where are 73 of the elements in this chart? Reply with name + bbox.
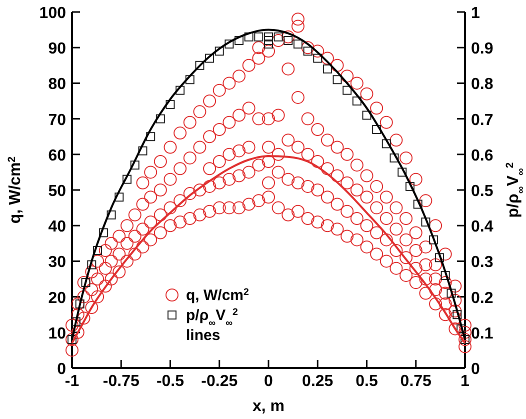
point <box>234 36 244 45</box>
point <box>98 228 108 238</box>
point <box>176 86 185 95</box>
annotation: lines <box>186 327 220 344</box>
point <box>166 100 175 110</box>
x-axis-title: x, m <box>252 398 285 415</box>
y2-tick-label: 0.2 <box>471 290 494 307</box>
y-tick-label: 20 <box>48 290 66 307</box>
point <box>398 168 407 177</box>
y2-tick-label: 0.8 <box>471 76 494 94</box>
y-tick-label: 10 <box>48 325 66 342</box>
y2-tick-label: 0.7 <box>471 112 494 129</box>
x-tick-label: -1 <box>64 373 80 390</box>
point <box>146 132 156 142</box>
x-tick-label: 0.25 <box>302 373 334 390</box>
point <box>244 32 254 42</box>
point <box>264 40 273 49</box>
point <box>195 60 204 70</box>
point <box>130 160 140 170</box>
x-tick-label: 0.5 <box>356 373 378 390</box>
y2-tick-label: 0 <box>471 361 480 378</box>
point <box>114 192 124 202</box>
y-tick-label: 0 <box>57 361 66 378</box>
point <box>372 124 382 134</box>
point <box>254 32 264 42</box>
point <box>332 75 342 84</box>
y-tick-label: 80 <box>48 76 66 94</box>
point <box>413 200 422 209</box>
x-tick-label: -0.25 <box>201 373 238 390</box>
point <box>390 153 399 162</box>
x-tick-label: 0 <box>264 373 274 390</box>
x-tick-label: 1 <box>460 373 470 390</box>
x-tick-label: -0.75 <box>102 373 140 390</box>
y2-tick-label: 0.6 <box>471 147 494 164</box>
y-tick-label: 30 <box>48 254 66 272</box>
point <box>434 253 444 262</box>
y2-tick-label: 0.3 <box>471 254 494 272</box>
point <box>405 182 414 191</box>
y-tick-label: 90 <box>48 40 66 58</box>
x-tick-label: -0.5 <box>156 373 184 390</box>
point <box>352 96 362 106</box>
y-tick-label: 40 <box>48 218 66 236</box>
y2-tick-label: 0.4 <box>471 218 494 236</box>
y-tick-label: 100 <box>39 5 66 22</box>
y2-tick-label: 0.1 <box>471 325 494 342</box>
y2-tick-label: 1 <box>471 5 480 22</box>
point <box>421 218 430 227</box>
point <box>122 174 132 184</box>
point <box>293 40 302 49</box>
point <box>214 46 224 56</box>
point <box>138 146 148 156</box>
point <box>429 235 438 244</box>
point <box>313 54 322 63</box>
y-tick-label: 70 <box>48 112 66 129</box>
legend-label: q, W/cm$^{2}$ <box>186 286 250 304</box>
point <box>322 64 332 74</box>
point <box>93 246 102 256</box>
y-tick-label: 50 <box>48 183 66 200</box>
point <box>440 270 450 280</box>
point <box>205 54 214 63</box>
point <box>382 139 391 148</box>
point <box>185 75 194 84</box>
y-tick-label: 60 <box>48 147 66 164</box>
point <box>446 288 456 298</box>
x-tick-label: 0.75 <box>400 373 432 390</box>
point <box>106 210 116 220</box>
point <box>224 40 234 49</box>
y2-tick-label: 0.9 <box>471 40 494 58</box>
point <box>156 114 165 124</box>
y2-tick-label: 0.5 <box>471 183 494 200</box>
point <box>87 260 96 270</box>
point <box>342 86 352 95</box>
point <box>362 110 372 120</box>
